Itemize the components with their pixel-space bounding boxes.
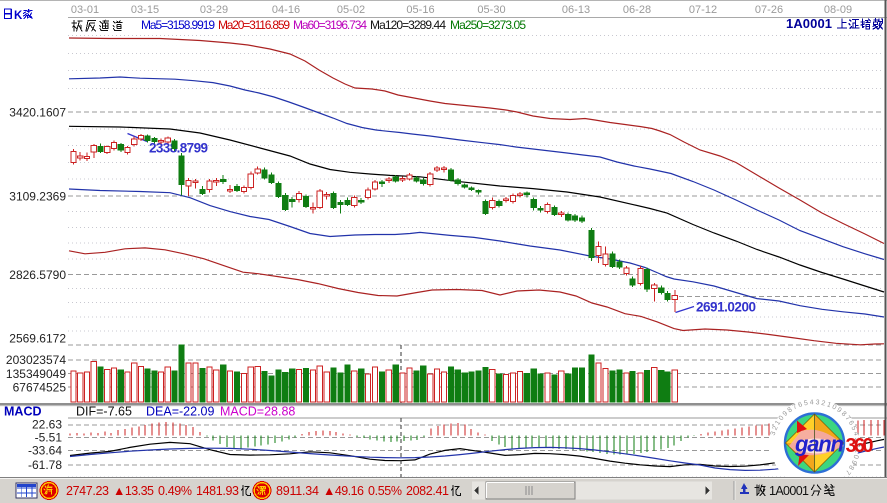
svg-text:04-16: 04-16 <box>272 4 300 16</box>
svg-text:9: 9 <box>835 407 842 415</box>
svg-text:360: 360 <box>846 435 874 457</box>
svg-text:0.55%: 0.55% <box>368 484 402 498</box>
svg-text:8: 8 <box>840 410 848 418</box>
svg-text:-33.64: -33.64 <box>28 444 62 458</box>
svg-text:06-28: 06-28 <box>623 4 651 16</box>
svg-text:▲13.35: ▲13.35 <box>113 484 154 498</box>
svg-text:67674525: 67674525 <box>13 380 67 394</box>
svg-text:3: 3 <box>770 431 778 437</box>
svg-text:DEA=-22.09: DEA=-22.09 <box>146 405 214 419</box>
svg-text:MACD=28.88: MACD=28.88 <box>220 405 295 419</box>
svg-text:K: K <box>14 10 23 22</box>
svg-text:5: 5 <box>849 425 857 432</box>
svg-text:0: 0 <box>831 404 838 412</box>
svg-text:Ma250=3273.05: Ma250=3273.05 <box>450 18 526 32</box>
svg-text:03-15: 03-15 <box>131 4 159 16</box>
svg-text:Ma5=3158.9919: Ma5=3158.9919 <box>141 18 215 32</box>
svg-text:08-09: 08-09 <box>824 4 852 16</box>
svg-text:7: 7 <box>792 403 799 411</box>
svg-text:2569.6172: 2569.6172 <box>9 332 66 346</box>
svg-text:6: 6 <box>847 420 855 427</box>
svg-text:3: 3 <box>853 437 860 442</box>
svg-text:Ma60=3196.734: Ma60=3196.734 <box>293 18 367 32</box>
svg-text:05-16: 05-16 <box>406 4 434 16</box>
svg-text:9: 9 <box>782 410 790 418</box>
svg-text:7: 7 <box>844 415 852 423</box>
svg-text:203023574: 203023574 <box>6 353 66 367</box>
svg-text:1: 1 <box>826 401 832 409</box>
svg-text:3: 3 <box>815 399 819 406</box>
svg-text:-61.78: -61.78 <box>28 458 62 472</box>
svg-text:2691.0200: 2691.0200 <box>696 300 756 315</box>
svg-text:2747.23: 2747.23 <box>66 484 109 498</box>
svg-text:MACD: MACD <box>4 405 42 419</box>
svg-text:DIF=-7.65: DIF=-7.65 <box>76 405 132 419</box>
svg-text:0: 0 <box>852 454 860 460</box>
svg-text:1481.93: 1481.93 <box>196 484 239 498</box>
svg-text:2: 2 <box>772 425 780 432</box>
svg-text:8: 8 <box>787 406 794 414</box>
svg-text:6: 6 <box>797 401 803 409</box>
svg-text:22.63: 22.63 <box>32 418 62 432</box>
svg-text:9: 9 <box>850 459 858 465</box>
svg-text:2: 2 <box>854 443 861 447</box>
svg-text:2082.41: 2082.41 <box>406 484 449 498</box>
svg-text:8: 8 <box>847 464 855 471</box>
svg-text:8911.34: 8911.34 <box>276 484 319 498</box>
svg-text:▲49.16: ▲49.16 <box>323 484 364 498</box>
svg-text:5: 5 <box>803 400 808 408</box>
svg-text:2: 2 <box>821 400 826 408</box>
svg-text:07-26: 07-26 <box>755 4 783 16</box>
svg-text:06-13: 06-13 <box>562 4 590 16</box>
svg-text:2826.5790: 2826.5790 <box>9 268 66 282</box>
svg-text:0.49%: 0.49% <box>158 484 192 498</box>
svg-text:7: 7 <box>844 468 852 476</box>
svg-text:1A0001: 1A0001 <box>786 16 832 31</box>
svg-text:3420.1607: 3420.1607 <box>9 106 66 120</box>
svg-text:Ma20=3116.859: Ma20=3116.859 <box>218 18 290 32</box>
svg-text:1: 1 <box>774 419 782 426</box>
svg-text:03-29: 03-29 <box>200 4 228 16</box>
svg-text:03-01: 03-01 <box>71 4 99 16</box>
svg-text:4: 4 <box>810 399 814 406</box>
svg-text:-5.51: -5.51 <box>35 431 63 445</box>
svg-text:0: 0 <box>778 415 786 423</box>
svg-text:07-12: 07-12 <box>689 4 717 16</box>
svg-text:gann: gann <box>794 432 844 457</box>
svg-text:05-30: 05-30 <box>477 4 505 16</box>
svg-text:1A0001: 1A0001 <box>769 484 809 498</box>
svg-text:05-02: 05-02 <box>337 4 365 16</box>
svg-text:Ma120=3289.44: Ma120=3289.44 <box>370 18 446 32</box>
svg-text:4: 4 <box>852 431 860 437</box>
svg-text:135349049: 135349049 <box>6 367 66 381</box>
svg-text:1: 1 <box>853 448 860 453</box>
svg-text:3109.2369: 3109.2369 <box>9 190 66 204</box>
svg-text:2338.8799: 2338.8799 <box>149 141 208 156</box>
